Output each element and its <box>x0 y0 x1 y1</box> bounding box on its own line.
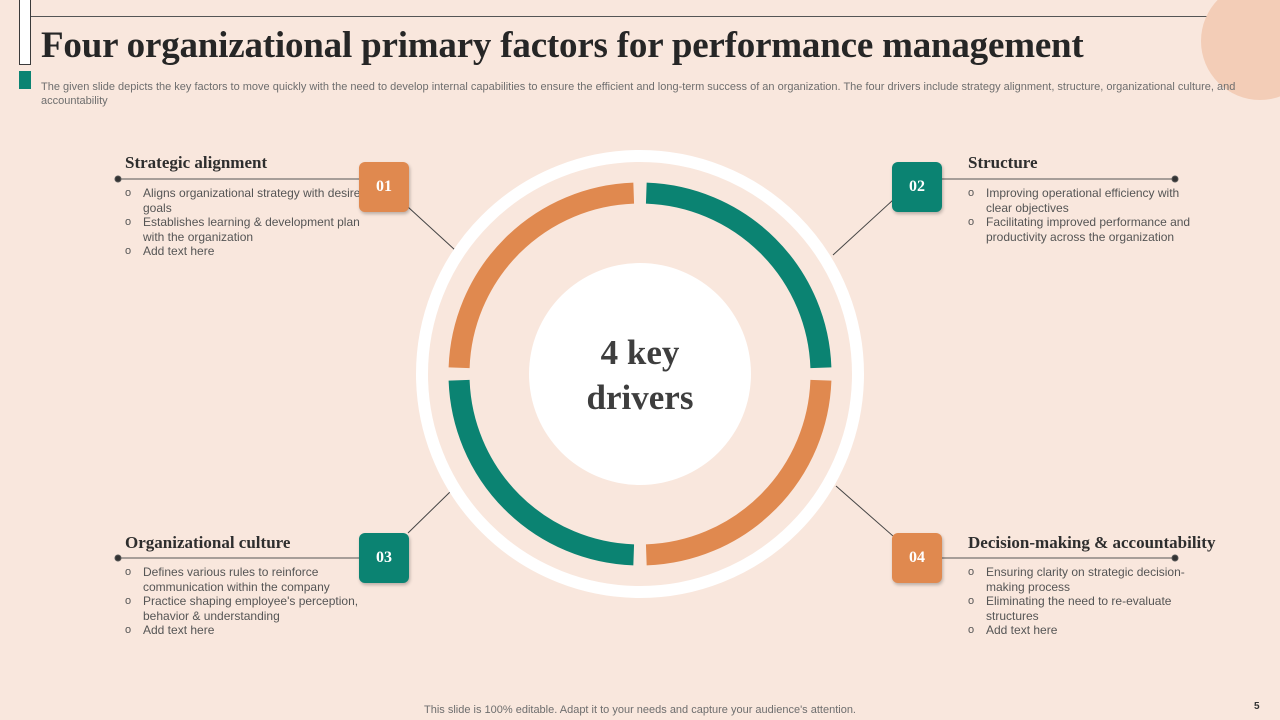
driver-1-bullet-3: o Add text here <box>125 244 215 258</box>
slide-title: Four organizational primary factors for … <box>41 25 1084 66</box>
driver-2-title: Structure <box>968 153 1038 172</box>
driver-4-title: Decision-making & accountability <box>968 533 1216 552</box>
driver-3-number-badge: 03 <box>359 533 409 583</box>
driver-4-number-badge: 04 <box>892 533 942 583</box>
bullet-marker: o <box>125 245 132 257</box>
driver-1-bullet-2: o Establishes learning & development plan… <box>125 215 360 244</box>
bullet-marker: o <box>125 566 132 578</box>
connector-line-3 <box>407 491 451 534</box>
bullet-marker: o <box>968 566 975 578</box>
driver-3-bullet-1: o Defines various rules to reinforce comm… <box>125 565 330 594</box>
connector-line-1 <box>407 206 456 251</box>
center-disc <box>529 263 751 485</box>
driver-2-bullets: o Improving operational efficiency with c… <box>968 186 1203 244</box>
bullet-marker: o <box>968 624 975 636</box>
driver-3-bullet-3: o Add text here <box>125 623 215 637</box>
outer-white-ring <box>416 150 864 598</box>
center-label-line-2: drivers <box>586 378 694 417</box>
driver-2-bullet-2: o Facilitating improved performance and p… <box>968 215 1191 244</box>
driver-4-bullets: o Ensuring clarity on strategic decision-… <box>968 565 1203 638</box>
card-divider-dot-1 <box>114 175 122 183</box>
connector-line-2 <box>832 199 894 256</box>
center-label-line-1: 4 key <box>600 333 680 372</box>
driver-3-bullet-2: o Practice shaping employee's perception,… <box>125 594 359 623</box>
driver-2-number-badge: 02 <box>892 162 942 212</box>
card-divider-dot-2 <box>1171 175 1179 183</box>
arc-segment-structure <box>645 182 832 369</box>
bullet-marker: o <box>968 216 975 228</box>
bullet-marker: o <box>125 216 132 228</box>
driver-1-number-badge: 01 <box>359 162 409 212</box>
bullet-marker: o <box>125 187 132 199</box>
driver-3-title: Organizational culture <box>125 533 291 552</box>
driver-3-bullets: o Defines various rules to reinforce comm… <box>125 565 370 638</box>
bullet-marker: o <box>125 595 132 607</box>
arc-segment-decision-making <box>645 379 832 566</box>
header-divider-line <box>31 16 1211 17</box>
driver-2-bullet-1: o Improving operational efficiency with c… <box>968 186 1180 215</box>
driver-1-title: Strategic alignment <box>125 153 268 172</box>
page-number: 5 <box>1254 701 1260 712</box>
card-divider-dot-4 <box>1171 554 1179 562</box>
arc-segment-organizational-culture <box>448 379 635 566</box>
driver-4-bullet-3: o Add text here <box>968 623 1058 637</box>
arc-segment-strategic-alignment <box>448 182 635 369</box>
card-divider-dot-3 <box>114 554 122 562</box>
subtitle-accent-square <box>19 71 31 89</box>
center-label: 4 key drivers <box>530 330 750 420</box>
title-accent-frame <box>19 0 31 65</box>
bullet-marker: o <box>968 595 975 607</box>
driver-4-bullet-1: o Ensuring clarity on strategic decision-… <box>968 565 1185 594</box>
driver-1-bullet-1: o Aligns organizational strategy with des… <box>125 186 368 215</box>
bullet-marker: o <box>125 624 132 636</box>
slide-subtitle: The given slide depicts the key factors … <box>41 81 1236 107</box>
bullet-marker: o <box>968 187 975 199</box>
footer-note: This slide is 100% editable. Adapt it to… <box>424 704 856 716</box>
driver-4-bullet-2: o Eliminating the need to re-evaluate str… <box>968 594 1172 623</box>
connector-line-4 <box>835 485 894 537</box>
driver-1-bullets: o Aligns organizational strategy with des… <box>125 186 370 259</box>
